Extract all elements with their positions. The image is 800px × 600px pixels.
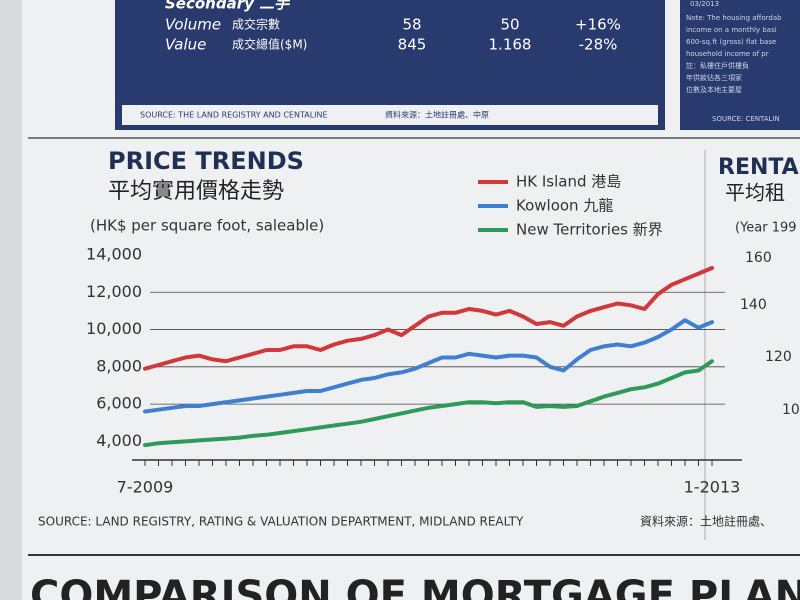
series-line [143, 266, 714, 371]
side-title: RENTA [718, 155, 799, 180]
note-line: 年供款佔各三項家 [686, 73, 742, 82]
section-title: COMPARISON OF MORTGAGE PLANS [30, 573, 800, 600]
legend-label: HK Island 港島 [516, 173, 621, 191]
y-tick-label: 12,000 [86, 282, 142, 301]
note-date: 03/2013 [690, 0, 719, 8]
note-line: 註：私樓住戶供樓負 [686, 61, 749, 70]
chart-title: PRICE TRENDS [108, 147, 304, 175]
table-cell: 成交宗數 [232, 17, 280, 32]
table-cell: 845 [398, 36, 427, 54]
table-cell: Value [165, 36, 206, 54]
series-line [143, 318, 714, 414]
x-tick-label: 1-2013 [684, 478, 741, 497]
table-cell: 1.168 [489, 36, 532, 54]
chart-source: SOURCE: LAND REGISTRY, RATING & VALUATIO… [38, 515, 524, 529]
table-source: 資料來源：土地註冊處、中原 [385, 110, 489, 120]
side-unit: (Year 199 [735, 221, 797, 236]
note-line: 位數及本地主要屋 [686, 85, 742, 94]
note-line: household income of pr [686, 50, 769, 58]
note-box [680, 0, 800, 130]
y-tick-label: 6,000 [96, 394, 142, 413]
legend-label: Kowloon 九龍 [516, 197, 613, 215]
side-tick: 140 [740, 297, 767, 313]
note-lines: Note: The housing affordab income on a mo… [686, 14, 782, 94]
note-line: 600-sq.ft (gross) flat base [686, 38, 776, 46]
side-subtitle: 平均租 [725, 181, 785, 205]
y-tick-label: 4,000 [96, 431, 142, 450]
table-source: SOURCE: THE LAND REGISTRY AND CENTALINE [140, 111, 328, 120]
table-cell: -28% [579, 36, 618, 54]
chart-subtitle: 平均實用價格走勢 [108, 179, 284, 204]
legend-label: New Territories 新界 [516, 221, 663, 239]
y-tick-label: 10,000 [86, 319, 142, 338]
y-axis-label: (HK$ per square foot, saleable) [90, 217, 324, 235]
table-heading: Secondary 二手 [165, 0, 291, 13]
table-cell: 50 [500, 16, 519, 34]
y-tick-label: 14,000 [86, 245, 142, 264]
source-strip [122, 105, 658, 125]
table-cell: Volume [165, 16, 221, 34]
table-cell: 成交總值($M) [232, 37, 307, 52]
note-line: Note: The housing affordab [686, 14, 782, 22]
series-line [143, 359, 714, 448]
y-tick-label: 8,000 [96, 356, 142, 375]
side-tick: 160 [745, 250, 772, 266]
note-source: SOURCE: CENTALIN [712, 115, 780, 123]
table-cell: +16% [575, 16, 621, 34]
chart-source: 資料來源：土地註冊處、 [640, 515, 772, 529]
x-tick-label: 7-2009 [117, 478, 174, 497]
side-tick: 120 [765, 349, 792, 365]
note-line: income on a monthly basi [686, 26, 777, 34]
table-cell: 58 [402, 16, 421, 34]
table-rows: Volume 成交宗數 58 50 +16% Value 成交總值($M) 845 1.168 -… [165, 16, 621, 54]
side-tick: 10 [782, 402, 800, 418]
